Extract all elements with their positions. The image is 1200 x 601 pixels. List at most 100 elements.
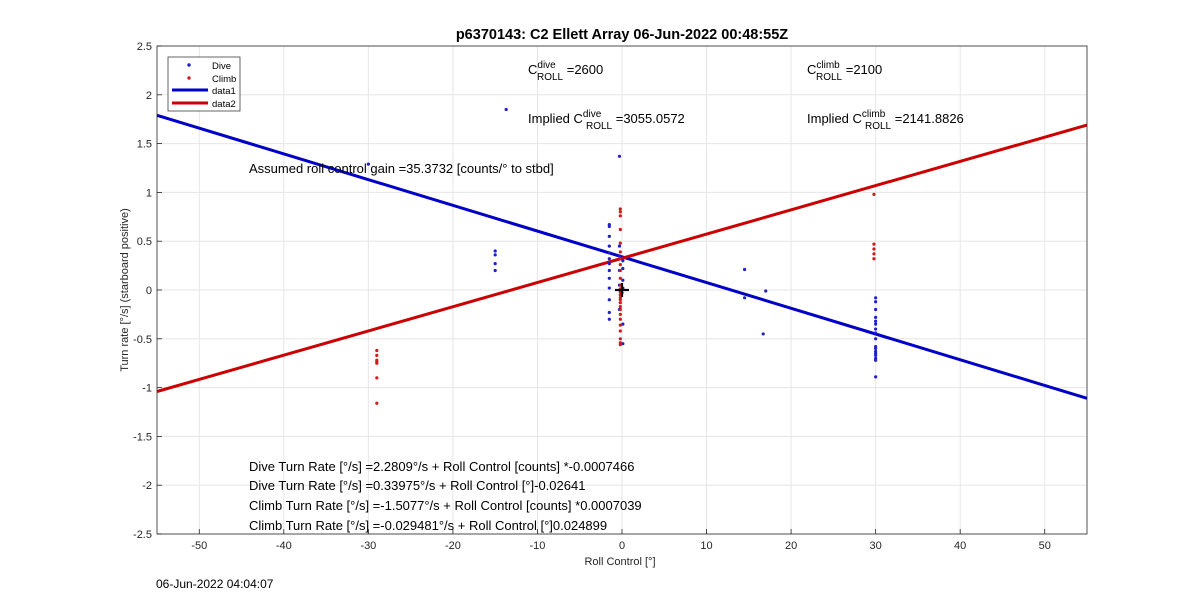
data-point-dive xyxy=(607,268,611,273)
y-tick-label: -2 xyxy=(142,480,152,492)
data-point-climb xyxy=(375,348,379,353)
data-point-dive xyxy=(874,331,878,335)
data-point-dive xyxy=(617,154,622,158)
data-point-climb xyxy=(872,252,876,256)
data-point-climb xyxy=(618,227,622,232)
data-point-dive xyxy=(874,296,878,300)
x-tick-label: -50 xyxy=(191,540,207,552)
data-point-climb xyxy=(618,329,622,333)
data-point-dive xyxy=(874,322,878,326)
data-point-climb xyxy=(872,257,876,261)
data-point-dive xyxy=(493,249,497,253)
data-point-dive xyxy=(621,342,625,346)
data-point-climb xyxy=(375,353,379,357)
y-tick-label: 1 xyxy=(146,187,152,199)
y-axis-label: Turn rate [°/s] (starboard positive) xyxy=(119,208,131,372)
legend-label-data2: data2 xyxy=(212,99,236,110)
data-point-dive xyxy=(874,315,878,319)
data-point-dive xyxy=(874,307,878,312)
data-point-dive xyxy=(607,262,611,266)
y-tick-label: -1.5 xyxy=(133,431,152,443)
x-tick-label: 50 xyxy=(1039,540,1051,552)
data-point-dive xyxy=(761,332,765,336)
data-point-dive xyxy=(607,224,611,229)
data-point-dive xyxy=(742,267,747,272)
y-tick-label: -1 xyxy=(142,383,152,395)
data-point-dive xyxy=(493,253,497,257)
data-point-climb xyxy=(618,337,622,341)
data-point-dive xyxy=(617,244,622,248)
x-tick-label: -30 xyxy=(360,540,376,552)
fit-equation-climb-degrees: Climb Turn Rate [°/s] =-0.029481°/s + Ro… xyxy=(249,518,607,533)
data-point-climb xyxy=(618,301,622,305)
x-tick-label: 30 xyxy=(870,540,882,552)
fit-equation-dive-counts: Dive Turn Rate [°/s] =2.2809°/s + Roll C… xyxy=(249,459,634,474)
data-point-dive xyxy=(607,244,611,248)
series-dive xyxy=(366,107,878,379)
data-point-climb xyxy=(375,361,379,365)
data-point-dive xyxy=(366,162,370,166)
data-point-dive xyxy=(621,259,625,263)
data-point-climb xyxy=(872,247,876,251)
data-point-climb xyxy=(618,214,622,218)
data-point-dive xyxy=(607,276,611,280)
x-tick-label: -20 xyxy=(445,540,461,552)
y-tick-label: 1.5 xyxy=(137,139,152,151)
data-point-dive xyxy=(621,322,625,326)
y-tick-label: 2 xyxy=(146,90,152,102)
implied-c-roll-climb-annotation: Implied Cclimb ROLL =2141.8826 xyxy=(807,109,964,132)
data-point-climb xyxy=(375,401,379,405)
footer-timestamp: 06-Jun-2022 04:04:07 xyxy=(156,577,274,591)
data-point-climb xyxy=(618,317,622,321)
data-point-climb xyxy=(618,257,622,261)
origin-marker xyxy=(615,283,629,297)
data-point-dive xyxy=(607,286,611,290)
data-point-climb xyxy=(618,250,622,254)
x-tick-label: 10 xyxy=(700,540,712,552)
data-point-climb xyxy=(618,276,622,280)
data-point-dive xyxy=(607,234,611,238)
legend-label-climb: Climb xyxy=(212,74,236,85)
data-point-climb xyxy=(618,210,622,214)
series-layer xyxy=(156,107,1088,405)
x-tick-label: 0 xyxy=(619,540,625,552)
data-point-dive xyxy=(607,257,611,261)
data-point-dive xyxy=(607,298,611,302)
ticks: -50 -40 -30 -20 -10 0 10 20 30 40 50-2.5-2-1.5-1-0… xyxy=(133,41,1051,552)
data-point-dive xyxy=(607,310,611,315)
y-tick-label: -0.5 xyxy=(133,334,152,346)
data-point-dive xyxy=(607,317,611,321)
fit-line-data2 xyxy=(156,123,1088,393)
data-point-dive xyxy=(621,278,625,282)
implied-c-roll-dive-annotation: Implied Cdive ROLL =3055.0572 xyxy=(528,109,685,132)
data-point-dive xyxy=(874,353,878,357)
y-tick-label: 2.5 xyxy=(137,41,152,53)
data-point-dive xyxy=(621,266,625,271)
x-tick-label: 20 xyxy=(785,540,797,552)
data-point-dive xyxy=(874,337,878,341)
c-roll-climb-annotation: Cclimb ROLL =2100 xyxy=(807,60,882,83)
chart-title: p6370143: C2 Ellett Array 06-Jun-2022 00… xyxy=(456,27,788,43)
y-tick-label: 0.5 xyxy=(137,236,152,248)
x-tick-label: -40 xyxy=(276,540,292,552)
data-point-climb xyxy=(872,242,876,246)
data-point-climb xyxy=(618,323,622,327)
data-point-climb xyxy=(618,304,622,309)
data-point-dive xyxy=(617,254,622,258)
fit-equation-dive-degrees: Dive Turn Rate [°/s] =0.33975°/s + Roll … xyxy=(249,478,585,493)
data-point-climb xyxy=(618,343,622,347)
data-point-climb xyxy=(375,376,379,380)
data-point-dive xyxy=(742,296,747,300)
data-point-dive xyxy=(874,300,878,304)
data-point-climb xyxy=(618,268,622,273)
series-climb xyxy=(375,192,876,405)
data-point-climb xyxy=(618,312,622,316)
legend-label-data1: data1 xyxy=(212,86,236,97)
data-point-climb xyxy=(618,207,622,211)
series-data2 xyxy=(156,123,1088,393)
data-point-dive xyxy=(874,327,878,331)
data-point-climb xyxy=(618,241,622,245)
legend-label-dive: Dive xyxy=(212,61,231,72)
x-axis-label: Roll Control [°] xyxy=(584,556,655,568)
